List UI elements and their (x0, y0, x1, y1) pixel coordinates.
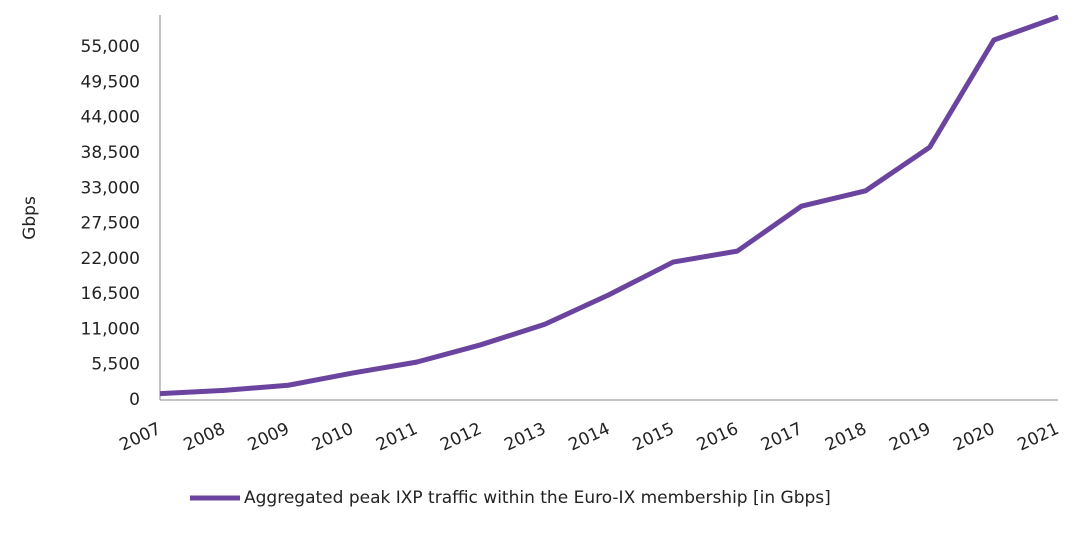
y-tick-label: 27,500 (81, 214, 140, 234)
x-tick-label: 2009 (245, 419, 293, 455)
y-tick-label: 49,500 (81, 72, 140, 92)
x-tick-label: 2015 (630, 419, 678, 455)
x-tick-label: 2007 (117, 419, 165, 455)
y-tick-label: 38,500 (81, 143, 140, 163)
legend-label: Aggregated peak IXP traffic within the E… (244, 488, 831, 508)
x-tick-label: 2010 (309, 419, 357, 455)
y-tick-label: 5,500 (91, 355, 140, 375)
y-tick-label: 55,000 (81, 37, 140, 57)
y-tick-label: 11,000 (81, 319, 140, 339)
x-tick-label: 2014 (566, 419, 614, 455)
y-tick-label: 16,500 (81, 284, 140, 304)
x-tick-label: 2020 (950, 419, 998, 455)
y-tick-label: 44,000 (81, 108, 140, 128)
x-tick-label: 2013 (501, 419, 549, 455)
y-tick-label: 33,000 (81, 178, 140, 198)
series-line (159, 14, 1059, 397)
x-tick-label: 2017 (758, 419, 806, 455)
x-tick-label: 2011 (373, 419, 421, 455)
y-tick-label: 0 (129, 390, 140, 410)
x-tick-label: 2019 (886, 419, 934, 455)
x-tick-label: 2021 (1015, 419, 1063, 455)
x-tick-label: 2012 (437, 419, 485, 455)
y-axis-label: Gbps (20, 196, 40, 240)
x-tick-label: 2016 (694, 419, 742, 455)
x-tick-label: 2008 (181, 419, 229, 455)
y-tick-label: 22,000 (81, 249, 140, 269)
x-tick-label: 2018 (822, 419, 870, 455)
